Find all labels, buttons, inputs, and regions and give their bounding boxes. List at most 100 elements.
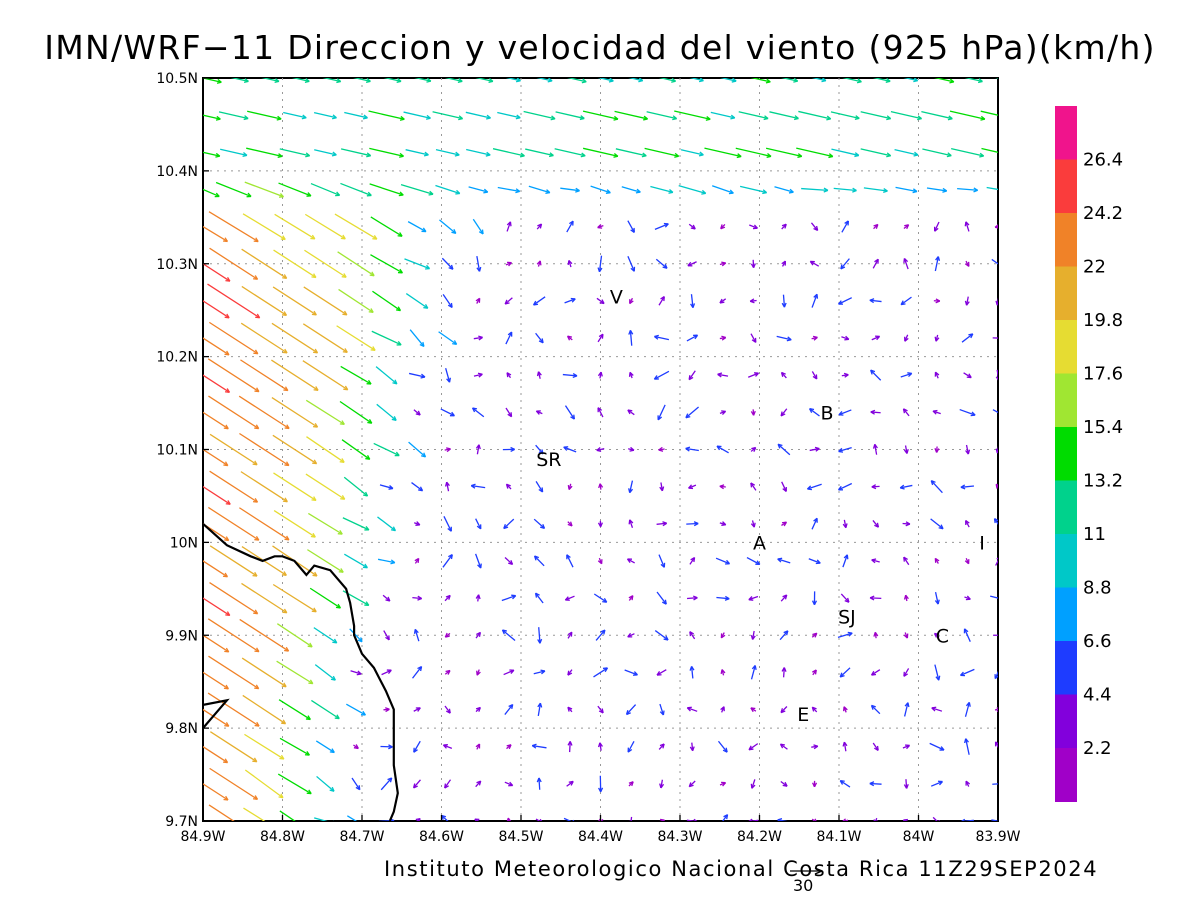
wind-vector [750,665,757,680]
wind-vector [903,702,910,717]
place-label: A [753,532,766,554]
wind-vector [369,147,404,158]
wind-vector [961,333,974,343]
wind-vector [995,369,998,381]
wind-vector [748,818,759,821]
wind-vector [842,554,849,568]
wind-vector [383,630,390,641]
wind-vector [246,147,283,159]
wind-vector [628,781,634,787]
wind-vector [658,78,677,83]
wind-vector [314,149,337,157]
wind-vector [476,255,482,272]
wind-vector [627,220,635,233]
wind-vector [704,147,742,159]
wind-vector [203,300,230,319]
wind-vector [439,219,457,234]
wind-vector [372,290,402,312]
wind-vector [412,595,423,601]
wind-vector [597,333,604,343]
y-tick-label: 10.1N [156,443,198,459]
wind-vector [444,481,450,492]
map-title: IMN/WRF−11 Direccion y velocidad del vie… [44,28,1156,67]
wind-vector [271,359,319,391]
wind-vector [525,148,554,158]
wind-vector [504,557,514,566]
wind-vector [597,705,604,714]
wind-vector [932,816,940,821]
wind-vector [208,655,260,690]
wind-vector [921,110,953,121]
legend-label: 24.2 [1083,203,1123,224]
wind-vector [560,187,580,193]
wind-vector [230,78,249,84]
x-tick-label: 83.9W [975,829,1020,845]
wind-vector [497,186,521,194]
wind-vector [501,594,517,602]
wind-vector [839,667,851,678]
wind-vector [531,743,547,749]
wind-vector [535,410,543,415]
wind-vector [903,224,910,230]
wind-vector [715,557,731,565]
wind-vector [929,742,945,751]
wind-vector [810,222,819,232]
wind-vector [283,111,307,120]
wind-vector [902,521,911,527]
wind-vector [203,523,230,542]
wind-vector [735,147,772,158]
wind-vector [505,261,513,267]
wind-vector [650,185,674,194]
wind-vector [379,484,394,490]
coastline-segment [203,698,230,729]
legend-color-swatch [1055,748,1077,802]
wind-vector [625,704,637,716]
wind-vector [536,260,542,267]
wind-vector [471,407,485,418]
wind-vector [798,110,832,121]
wind-vector [900,296,912,306]
wind-vector [564,297,576,304]
legend-label: 4.4 [1083,685,1112,706]
wind-vector [933,221,940,232]
wind-vector [870,369,882,381]
wind-vector [809,260,820,267]
wind-vector [806,483,822,491]
wind-vector [304,213,346,240]
wind-vector [313,111,337,120]
wind-vector [532,296,546,306]
wind-vector [904,334,909,342]
wind-vector [900,372,913,378]
wind-vector [239,507,290,541]
wind-vector [995,445,998,454]
wind-vector [302,360,349,391]
wind-vector [840,593,850,603]
wind-vector [930,518,944,530]
wind-vector [241,285,288,316]
wind-vector [344,111,368,120]
wind-vector [750,779,756,789]
wind-vector [506,744,512,750]
wind-vector [261,78,280,84]
wind-vector [377,516,397,532]
wind-vector [209,767,259,800]
wind-vector [686,706,698,712]
wind-vector [209,545,258,577]
wind-vector [750,333,757,343]
wind-vector [209,470,259,503]
legend-color-swatch [1055,534,1077,588]
wind-vector [781,78,799,83]
wind-vector [438,331,458,345]
wind-vector [533,555,545,567]
wind-vector [781,223,787,230]
wind-vector [208,395,260,430]
place-label: SR [536,449,561,471]
wind-vector [811,293,819,308]
wind-vector [863,187,888,194]
place-label: SJ [838,607,856,629]
wind-vector [273,249,317,279]
wind-vector [314,664,336,681]
wind-vector [566,220,574,233]
wind-vector [960,484,975,490]
wind-vector [203,745,229,764]
